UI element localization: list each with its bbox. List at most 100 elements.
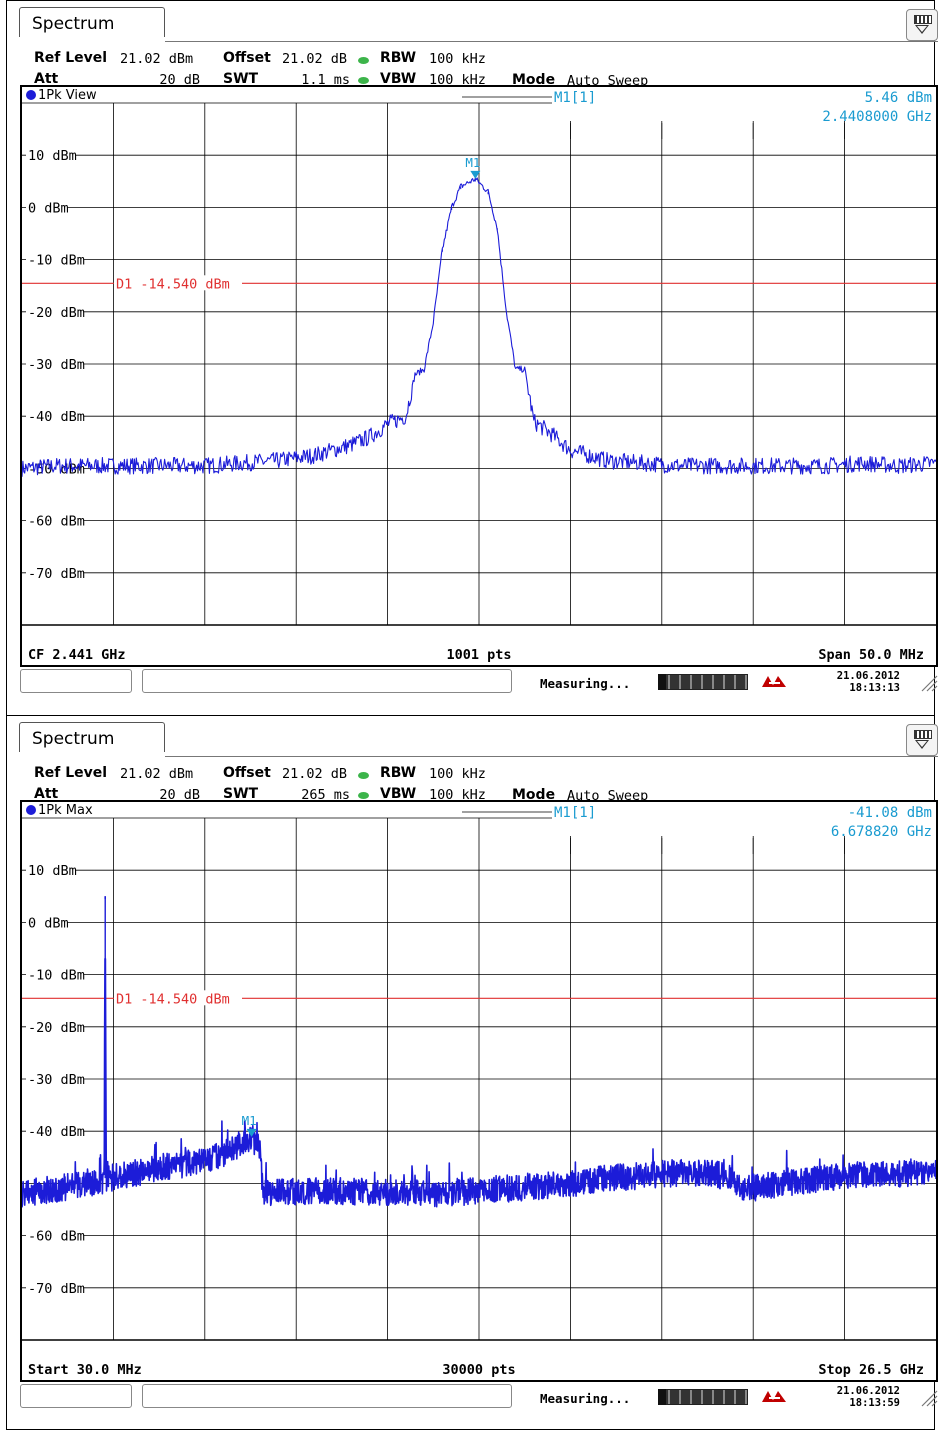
y-tick-label-bg [26, 251, 84, 267]
display-line-label-bg [114, 990, 242, 1006]
y-tick-label: 10 dBm [28, 148, 77, 164]
rbw-label: RBW [380, 765, 417, 781]
trace-mode-text: 1Pk View [38, 88, 97, 103]
ref-level-label: Ref Level [34, 50, 108, 66]
settings-bar: Ref Level 21.02 dBm Att 20 dB Offset 21.… [18, 43, 718, 89]
y-tick-label: -30 dBm [28, 1072, 85, 1088]
resize-grip-icon[interactable] [918, 672, 938, 692]
tab-divider [165, 41, 938, 42]
y-tick-label-bg [26, 199, 67, 215]
marker-readout-level: -41.08 dBm [848, 805, 932, 821]
marker-readout-name: M1[1] [554, 805, 596, 821]
progress-cap [658, 674, 666, 690]
y-tick-label-bg [26, 303, 84, 319]
status-field-left [20, 1384, 132, 1408]
offset-value: 21.02 dB [282, 51, 348, 67]
y-tick-label-bg [26, 408, 84, 424]
vbw-value: 100 kHz [429, 787, 486, 803]
tab-label: Spectrum [32, 729, 115, 749]
marker-readout-bg [552, 802, 936, 836]
menu-button[interactable] [906, 724, 938, 756]
y-tick-label: -60 dBm [28, 1229, 85, 1245]
x-axis-start-label: CF 2.441 GHz [28, 647, 126, 663]
rbw-value: 100 kHz [429, 51, 486, 67]
coupled-indicator-icon [358, 772, 369, 779]
swt-value: 1.1 ms [301, 72, 350, 88]
tab-spectrum[interactable]: Spectrum [19, 722, 165, 752]
sweep-progress-bar [658, 1389, 748, 1405]
att-value: 20 dB [159, 787, 200, 803]
spectrum-panel-1: Spectrum Ref Level 21.02 dBm Att 20 dB O… [18, 6, 940, 702]
y-tick-label: -40 dBm [28, 1124, 85, 1140]
status-time: 18:13:59 [849, 1397, 900, 1409]
menu-button[interactable] [906, 9, 938, 41]
marker-m1-label: M1 [242, 1113, 257, 1128]
att-label: Att [34, 786, 59, 802]
date-time: 21.06.2012 18:13:13 [820, 670, 900, 694]
y-tick-label: -30 dBm [28, 357, 85, 373]
marker-m1-label: M1 [465, 155, 480, 170]
status-field-message [142, 669, 512, 693]
vbw-label: VBW [380, 786, 417, 802]
mode-label: Mode [512, 72, 556, 88]
swt-label: SWT [223, 71, 259, 87]
sweep-progress-bar [658, 674, 748, 690]
y-tick-label-bg [26, 966, 84, 982]
y-tick-label-bg [26, 1071, 84, 1086]
resize-grip-icon[interactable] [918, 1387, 938, 1407]
display-line-label-bg [114, 275, 242, 291]
dropdown-arrow-inner [917, 26, 927, 32]
status-time: 18:13:13 [849, 682, 900, 694]
coupled-indicator-icon [358, 57, 369, 64]
spectrum-panel-2: Spectrum Ref Level 21.02 dBm Att 20 dB O… [18, 721, 940, 1417]
x-axis-end-label: Stop 26.5 GHz [818, 1362, 924, 1378]
y-tick-label-bg [26, 1227, 84, 1243]
y-tick-label: -70 dBm [28, 1281, 85, 1297]
swt-value: 265 ms [301, 787, 350, 803]
points-label: 1001 pts [446, 647, 511, 663]
display-line-label: D1 -14.540 dBm [116, 276, 230, 292]
spectrum-trace [22, 177, 936, 477]
keyboard-icon [914, 15, 932, 24]
y-tick-label-bg [26, 356, 84, 371]
x-axis-start-label: Start 30.0 MHz [28, 1362, 142, 1378]
points-label: 30000 pts [442, 1362, 515, 1378]
y-tick-label: -60 dBm [28, 514, 85, 530]
status-date: 21.06.2012 [836, 1385, 900, 1397]
trace-mode-text: 1Pk Max [38, 803, 93, 818]
y-tick-label: 10 dBm [28, 863, 77, 879]
marker-m1-icon[interactable] [246, 1128, 257, 1137]
tab-label: Spectrum [32, 14, 115, 34]
spectrum-diagram[interactable]: 1Pk View 10 dBm 0 dBm -10 dBm -20 dBm -30 dB… [20, 85, 938, 667]
marker-m1-icon[interactable] [470, 170, 481, 179]
trace-indicator-icon [26, 90, 36, 100]
progress-cap [658, 1389, 666, 1405]
lxi-icon [762, 676, 786, 687]
coupled-indicator-icon [358, 77, 369, 84]
spectrum-diagram[interactable]: 1Pk Max 10 dBm 0 dBm -10 dBm -20 dBm -30 dBm… [20, 800, 938, 1382]
display-line-label: D1 -14.540 dBm [116, 991, 230, 1007]
att-value: 20 dB [159, 72, 200, 88]
marker-readout-bg [552, 87, 936, 121]
y-tick-label-bg [26, 1123, 84, 1139]
marker-readout-name: M1[1] [554, 90, 596, 106]
y-tick-label: -70 dBm [28, 566, 85, 582]
y-tick-label: -10 dBm [28, 253, 85, 269]
rbw-value: 100 kHz [429, 766, 486, 782]
coupled-indicator-icon [358, 792, 369, 799]
measuring-status: Measuring... [540, 1391, 631, 1406]
rbw-label: RBW [380, 50, 417, 66]
y-tick-label-bg [26, 512, 84, 528]
dropdown-arrow-inner [917, 741, 927, 747]
offset-label: Offset [223, 765, 271, 781]
tab-divider [165, 756, 938, 757]
tab-spectrum[interactable]: Spectrum [19, 7, 165, 37]
att-label: Att [34, 71, 59, 87]
y-tick-label-bg [26, 862, 76, 878]
y-tick-label: -20 dBm [28, 1020, 85, 1036]
y-tick-label-bg [26, 147, 76, 163]
y-tick-label-bg [26, 1018, 84, 1034]
trace-indicator-icon [26, 805, 36, 815]
ref-level-value: 21.02 dBm [120, 51, 194, 67]
trace-label: 1Pk View [26, 88, 97, 103]
